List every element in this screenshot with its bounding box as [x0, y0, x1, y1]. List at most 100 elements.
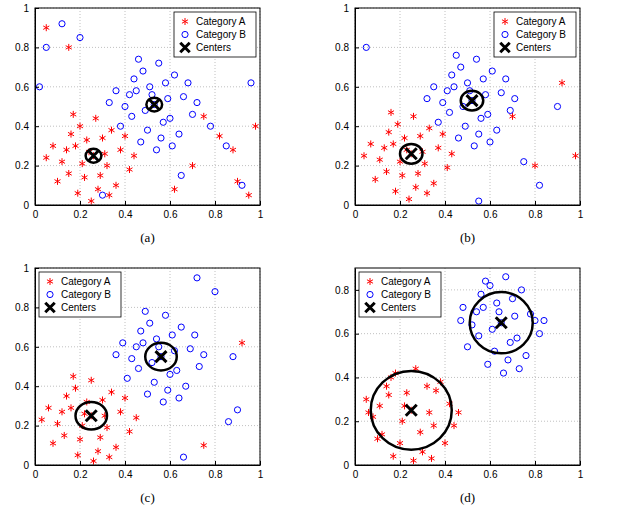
point [180, 454, 186, 460]
point [507, 107, 513, 113]
legend-label: Centers [381, 302, 416, 313]
point [99, 192, 105, 198]
point [401, 135, 407, 142]
panel: 00.20.40.60.8100.20.40.60.81Category ACa… [15, 263, 264, 480]
point [171, 72, 177, 78]
point [368, 140, 374, 147]
marks [39, 275, 245, 465]
point [424, 96, 430, 102]
point [126, 92, 132, 98]
point [426, 125, 432, 132]
point [171, 186, 177, 193]
legend-marker [182, 31, 188, 37]
y-axis: 00.20.40.60.81 [335, 3, 359, 211]
point [361, 152, 367, 159]
point [516, 366, 522, 372]
tick: 0.4 [119, 461, 133, 480]
tick-mark [170, 461, 171, 465]
point [54, 178, 60, 185]
legend-label: Category B [381, 289, 431, 300]
plot-frame [355, 8, 580, 205]
series [400, 91, 483, 164]
point [223, 143, 229, 149]
point [135, 365, 141, 371]
tick-label: 1 [258, 209, 264, 220]
tick-label: 0.8 [209, 469, 223, 480]
point [464, 344, 470, 350]
plot-frame [35, 8, 260, 205]
point [120, 340, 126, 346]
point [138, 139, 144, 145]
tick-label: 0.2 [74, 209, 88, 220]
legend: Category ACategory BCenters [494, 12, 576, 57]
tick-mark [35, 126, 39, 127]
point [476, 198, 482, 204]
point [178, 172, 184, 178]
point [377, 402, 383, 409]
point [106, 454, 112, 461]
tick: 0.6 [335, 82, 359, 93]
grid-line [35, 165, 260, 166]
tick-label: 0 [23, 460, 29, 471]
legend-marker [502, 31, 508, 37]
point [102, 150, 108, 157]
point [399, 418, 405, 425]
point [84, 136, 90, 143]
point [390, 140, 396, 147]
legend-box [39, 272, 121, 317]
tick: 0.4 [439, 461, 453, 480]
plot-background [355, 8, 580, 205]
tick: 0.8 [335, 42, 359, 53]
tick: 0.2 [394, 201, 408, 220]
point [426, 409, 432, 416]
legend-marker [45, 303, 54, 312]
point [63, 393, 69, 400]
point [428, 455, 434, 462]
point [518, 287, 524, 293]
point [39, 416, 45, 423]
series [363, 44, 560, 204]
tick-mark [35, 386, 39, 387]
point [230, 354, 236, 360]
tick-mark [35, 465, 39, 466]
panel-title: (b) [460, 230, 475, 245]
point [63, 146, 69, 153]
point [88, 377, 94, 384]
tick-mark [400, 461, 401, 465]
tick-mark [125, 461, 126, 465]
plot-frame [355, 268, 580, 465]
tick-label: 0.6 [15, 342, 29, 353]
tick-label: 0.6 [15, 82, 29, 93]
tick-mark [215, 201, 216, 205]
center-radius [146, 98, 162, 112]
panel-title: (a) [140, 230, 154, 245]
legend-marker [365, 303, 374, 312]
tick-mark [125, 201, 126, 205]
point [43, 44, 49, 50]
legend-label: Category B [516, 29, 566, 40]
panel: 00.20.40.60.8100.20.40.60.81Category ACa… [335, 3, 584, 220]
point [50, 440, 56, 447]
point [59, 408, 65, 415]
tick-label: 0.2 [394, 469, 408, 480]
legend-box [174, 12, 256, 57]
point [435, 119, 441, 125]
point [122, 133, 128, 140]
tick-mark [355, 47, 359, 48]
tick: 1 [258, 461, 264, 480]
grid-line [400, 8, 401, 205]
point [50, 142, 56, 149]
grid-line [355, 86, 580, 87]
point [176, 395, 182, 401]
point [433, 387, 439, 394]
point [99, 396, 105, 403]
point [70, 111, 76, 118]
point [536, 331, 542, 337]
point [194, 99, 200, 105]
point [106, 192, 112, 199]
point [239, 339, 245, 346]
point [230, 146, 236, 153]
point [133, 344, 139, 350]
tick: 0.2 [335, 416, 359, 427]
point [559, 79, 565, 86]
